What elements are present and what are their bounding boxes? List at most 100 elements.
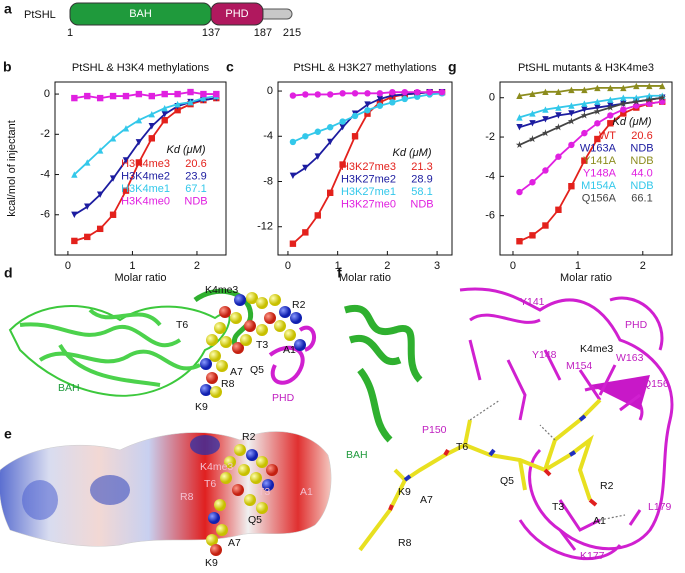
plot-frame (499, 81, 673, 256)
atom-sphere (234, 294, 246, 306)
data-point (200, 90, 207, 98)
atom-sphere (256, 502, 268, 514)
atom-sphere (209, 350, 221, 362)
atom-sphere (200, 384, 212, 396)
chart-title: PtSHL mutants & H3K4me3 (518, 62, 654, 74)
residue-label: K4me3 (580, 343, 613, 355)
residue-label: Q5 (500, 475, 514, 487)
legend-header: Kd (μM) (392, 147, 431, 159)
legend-kd: NDB (410, 198, 433, 210)
legend-header: Kd (μM) (612, 116, 651, 128)
y-tick-label: -2 (485, 131, 495, 143)
peptide-sticks (358, 398, 602, 552)
residue-label: W163 (616, 352, 644, 364)
data-point (109, 135, 117, 142)
data-point (619, 99, 627, 107)
data-point (109, 211, 117, 218)
domain-label: PHD (272, 392, 295, 404)
atom-sphere (256, 324, 268, 336)
atom-sphere (232, 342, 244, 354)
data-point (594, 104, 601, 111)
ribbon (19, 308, 201, 387)
atom-sphere (279, 306, 291, 318)
residue-label: M154 (566, 360, 592, 372)
legend-name: Q156A (582, 192, 617, 204)
domain-label: PHD (625, 319, 648, 331)
data-point (594, 120, 601, 127)
legend-name: H3K4me3 (121, 158, 170, 170)
data-point (302, 229, 309, 236)
atom-sphere (206, 372, 218, 384)
ribbon (193, 288, 254, 346)
data-point (174, 100, 181, 108)
data-point (174, 90, 181, 98)
data-point (646, 82, 653, 90)
y-tick-label: -6 (485, 210, 495, 222)
atom-sphere (200, 358, 212, 370)
atom-sphere (266, 464, 278, 476)
ribbon (8, 305, 231, 397)
data-point (541, 129, 550, 137)
residue-label: T6 (176, 319, 188, 331)
residue-label: L179 (648, 501, 672, 513)
data-point (187, 98, 194, 106)
residue-label: T3 (258, 486, 270, 498)
panel-letter: f (337, 265, 342, 281)
atom-sphere (208, 512, 220, 524)
chart-title: PtSHL & H3K4 methylations (72, 62, 210, 74)
atom-sphere (220, 336, 232, 348)
data-point (84, 203, 91, 210)
residue-label: T6 (456, 441, 468, 453)
data-point (161, 104, 168, 112)
legend-name: H3K27me1 (341, 186, 396, 198)
residue-label: A1 (283, 344, 296, 356)
data-point (607, 120, 614, 127)
y-tick-label: -8 (263, 175, 273, 187)
plot-frame (277, 81, 453, 256)
data-point (529, 110, 536, 117)
atom-sphere (294, 339, 306, 351)
data-point (633, 94, 640, 101)
data-point (351, 112, 359, 120)
residue-label: K177 (580, 550, 605, 562)
atom-sphere (284, 329, 296, 341)
data-point (389, 88, 396, 96)
data-point (607, 84, 614, 92)
x-tick-label: 1 (129, 260, 135, 272)
residue-label: A7 (420, 494, 433, 506)
surface (0, 431, 332, 547)
x-axis-label: Molar ratio (339, 272, 391, 284)
data-point (555, 153, 562, 160)
residue-label: A7 (228, 537, 241, 549)
atom-sphere (246, 449, 258, 461)
data-point (71, 211, 78, 218)
residue-label: K9 (205, 557, 218, 569)
y-tick-label: -4 (40, 168, 50, 180)
data-point (339, 161, 346, 168)
data-point (580, 111, 589, 119)
data-point (135, 90, 143, 98)
data-point (174, 106, 181, 114)
panel-letter: e (4, 426, 12, 442)
domain-name: PHD (225, 8, 248, 20)
data-point (401, 88, 408, 96)
data-point (302, 133, 309, 140)
data-point (161, 110, 168, 118)
legend-kd: 58.1 (411, 186, 432, 198)
atom-sphere (244, 494, 256, 506)
data-point (314, 128, 321, 135)
x-tick-label: 2 (640, 260, 646, 272)
data-point (594, 135, 601, 143)
data-point (187, 88, 194, 96)
data-point (542, 222, 549, 229)
hbonds (469, 399, 626, 521)
atom-sphere (262, 479, 274, 491)
data-point (555, 104, 562, 111)
data-point (148, 110, 155, 118)
helix (344, 304, 423, 443)
data-point (516, 238, 523, 245)
chart-title: PtSHL & H3K27 methylations (293, 62, 437, 74)
residue-label: A1 (300, 486, 313, 498)
data-point (414, 93, 421, 100)
y-tick-label: -4 (485, 170, 495, 182)
